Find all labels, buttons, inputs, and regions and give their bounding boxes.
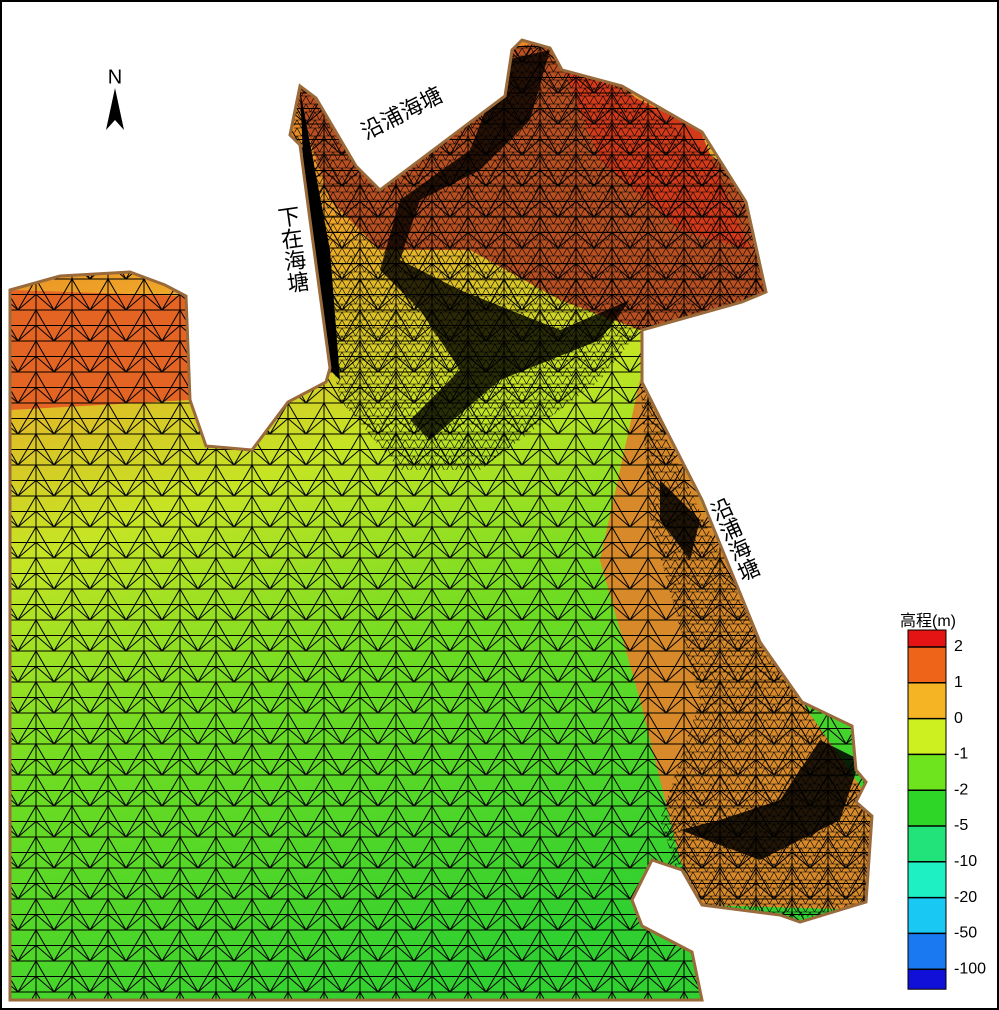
legend-title: 高程(m)	[900, 612, 956, 630]
legend-swatch	[908, 862, 946, 898]
legend-swatch	[908, 754, 946, 790]
legend-swatch	[908, 790, 946, 826]
legend: 2 1 0 -1 -2 -5 -10 -20 -50 -100	[908, 630, 986, 989]
legend-swatch	[908, 826, 946, 862]
legend-label: 0	[954, 710, 963, 727]
north-label: N	[108, 66, 122, 88]
legend-swatch	[908, 933, 946, 969]
legend-swatch	[908, 898, 946, 934]
legend-label: -1	[954, 746, 968, 763]
north-arrow	[106, 88, 124, 130]
legend-label: -2	[954, 781, 968, 798]
legend-swatch	[908, 683, 946, 719]
seawall-label: 下在海塘	[273, 204, 311, 295]
legend-swatch	[908, 647, 946, 683]
legend-label: 1	[954, 674, 963, 691]
legend-label: -20	[954, 889, 977, 906]
seawall-label: 沿浦海塘	[357, 83, 447, 145]
legend-swatch	[908, 630, 946, 647]
legend-label: -5	[954, 817, 968, 834]
legend-label: -50	[954, 925, 977, 942]
legend-swatch	[908, 719, 946, 755]
legend-label: -10	[954, 853, 977, 870]
mesh-domain	[0, 0, 999, 1010]
map: N 沿浦海塘 下在海塘 沿浦海塘 高程(m) 210-1-2-5-10-20-5…	[0, 0, 999, 1010]
legend-label: -100	[954, 960, 986, 977]
legend-label: 2	[954, 638, 963, 655]
legend-swatch	[908, 969, 946, 989]
